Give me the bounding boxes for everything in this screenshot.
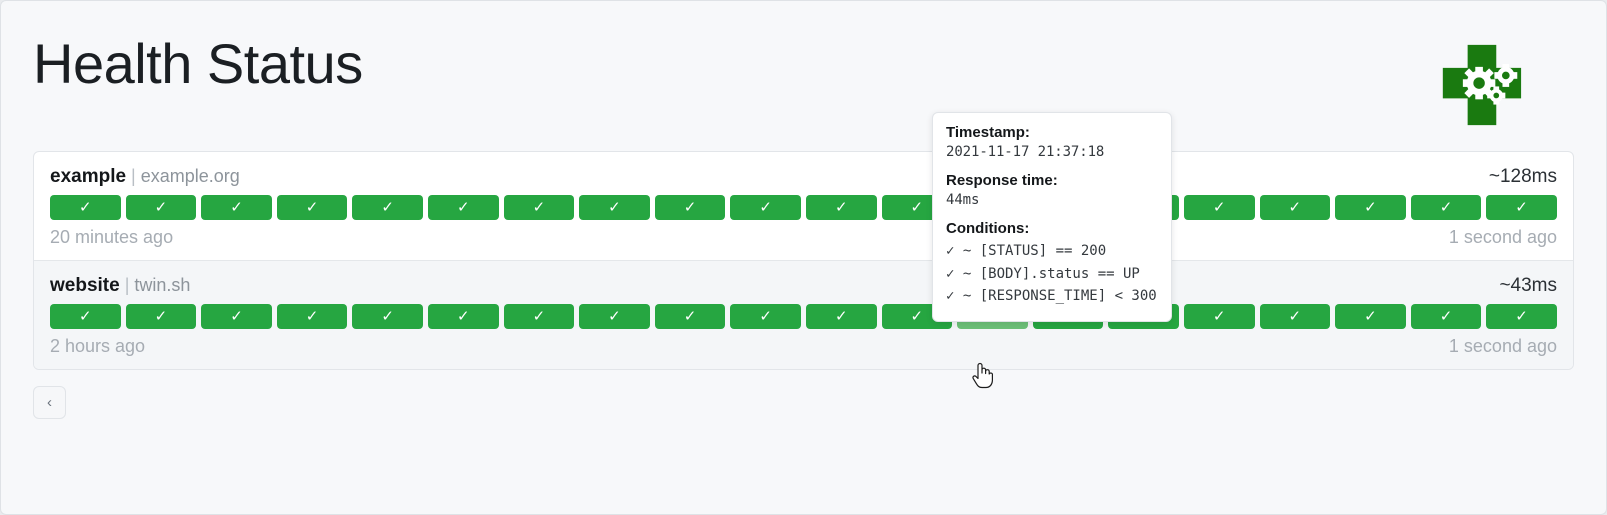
status-bar-segment[interactable]: ✓ [50, 195, 121, 220]
status-bar-segment[interactable]: ✓ [50, 304, 121, 329]
service-header: example | example.org ~128ms [50, 166, 1557, 188]
tooltip-condition: ✓ ~ [RESPONSE_TIME] < 300 [946, 288, 1157, 305]
status-bar-segment[interactable]: ✓ [1183, 304, 1255, 329]
status-bar-segment[interactable]: ✓ [579, 195, 650, 220]
status-bar-segment[interactable]: ✓ [125, 304, 197, 329]
status-bar-segment[interactable]: ✓ [352, 195, 423, 220]
service-timerange: 20 minutes ago 1 second ago [50, 227, 1557, 248]
service-hostname: example.org [140, 166, 240, 186]
service-name: website [50, 275, 120, 296]
tooltip-timestamp-label: Timestamp: [946, 124, 1030, 141]
chevron-left-icon: ‹ [47, 394, 52, 411]
service-identity: website | twin.sh [50, 275, 190, 297]
status-bar-segment[interactable]: ✓ [805, 304, 877, 329]
service-header: website | twin.sh ~43ms [50, 275, 1557, 297]
service-separator: | [124, 275, 130, 295]
page-header: Health Status [1, 1, 1606, 151]
tooltip-response-time-value: 44ms [946, 192, 980, 208]
service-timerange: 2 hours ago 1 second ago [50, 336, 1557, 357]
green-cross-gears-logo [1433, 43, 1529, 127]
status-bar-segment[interactable]: ✓ [1335, 195, 1406, 220]
status-bar-segment[interactable]: ✓ [1486, 304, 1557, 329]
status-bar-segment[interactable]: ✓ [503, 195, 575, 220]
pagination: ‹ [1, 370, 1606, 419]
status-bar-segment[interactable]: ✓ [654, 195, 726, 220]
status-bar-segment[interactable]: ✓ [1259, 195, 1331, 220]
oldest-timestamp-label: 2 hours ago [50, 336, 146, 356]
service-row: example | example.org ~128ms ✓ ✓ ✓ ✓ ✓ ✓ ✓ ✓ ✓ ✓ ✓ ✓ ✓… [34, 152, 1573, 260]
status-bar-segment[interactable]: ✓ [503, 304, 575, 329]
status-tooltip: Timestamp: 2021-11-17 21:37:18 Response … [932, 112, 1172, 323]
oldest-timestamp-label: 20 minutes ago [50, 227, 174, 247]
service-row: website|twin.sh ~43ms ✓✓✓✓✓✓✓✓✓✓✓✓✓✓✓✓✓✓… [34, 260, 1573, 369]
status-bar-segment[interactable]: ✓ [201, 304, 272, 329]
status-bar-track: ✓✓✓✓✓✓✓✓✓✓✓✓✓✓✓✓✓✓✓✓ [50, 304, 1557, 329]
status-bar-segment[interactable]: ✓ [352, 304, 423, 329]
previous-page-button[interactable]: ‹ [33, 386, 66, 419]
page-title: Health Status [33, 32, 363, 95]
service-hostname: twin.sh [134, 275, 191, 295]
service-average-response-time: ~128ms [1488, 166, 1557, 187]
services-card: example | example.org ~128ms ✓ ✓ ✓ ✓ ✓ ✓ ✓ ✓ ✓ ✓ ✓ ✓ ✓… [33, 151, 1574, 370]
status-bar-segment[interactable]: ✓ [427, 195, 499, 220]
tooltip-condition: ✓ ~ [BODY].status == UP [946, 265, 1140, 282]
tooltip-conditions-list: ✓ ~ [STATUS] == 200 ✓ ~ [BODY].status ==… [946, 240, 1158, 308]
tooltip-conditions-label: Conditions: [946, 220, 1030, 237]
tooltip-condition: ✓ ~ [STATUS] == 200 [946, 243, 1107, 259]
newest-timestamp-label: 1 second ago [1448, 336, 1557, 356]
status-bar-segment[interactable]: ✓ [427, 304, 499, 329]
status-bar-segment[interactable]: ✓ [201, 195, 272, 220]
status-bar-segment[interactable]: ✓ [276, 304, 348, 329]
service-identity: example | example.org [50, 166, 240, 188]
status-bar-segment[interactable]: ✓ [1335, 304, 1406, 329]
status-bar-segment[interactable]: ✓ [579, 304, 650, 329]
status-bar-segment[interactable]: ✓ [1259, 304, 1331, 329]
tooltip-timestamp-value: 2021-11-17 21:37:18 [946, 144, 1105, 160]
service-separator: | [131, 166, 136, 186]
status-bar-track: ✓✓✓✓✓✓✓✓✓✓✓✓✓✓✓✓✓✓✓✓ [50, 195, 1557, 220]
status-bar-segment[interactable]: ✓ [1183, 195, 1255, 220]
service-average-response-time: ~43ms [1499, 275, 1557, 296]
newest-timestamp-label: 1 second ago [1448, 227, 1557, 247]
status-bar-segment[interactable]: ✓ [805, 195, 877, 220]
status-bar-segment[interactable]: ✓ [276, 195, 348, 220]
status-bar-segment[interactable]: ✓ [654, 304, 726, 329]
status-bar-segment[interactable]: ✓ [730, 304, 801, 329]
service-name: example [50, 166, 127, 187]
status-bar-segment[interactable]: ✓ [1486, 195, 1557, 220]
status-bar-segment[interactable]: ✓ [1410, 195, 1482, 220]
tooltip-response-time-label: Response time: [946, 172, 1058, 189]
status-bar-segment[interactable]: ✓ [125, 195, 197, 220]
status-bar-segment[interactable]: ✓ [730, 195, 801, 220]
status-bar-segment[interactable]: ✓ [1410, 304, 1482, 329]
